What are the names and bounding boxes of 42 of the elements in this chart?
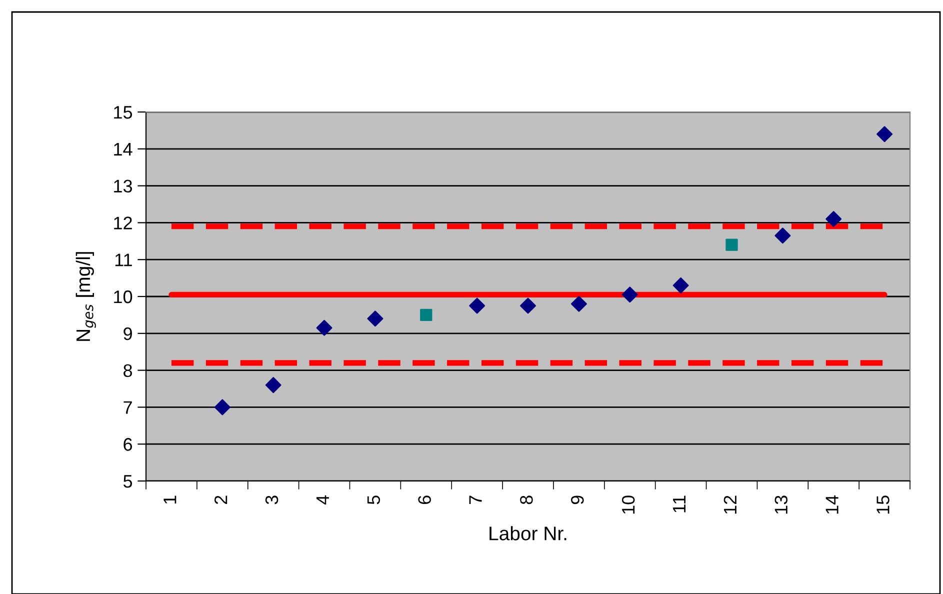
- x-tick-label: 15: [876, 496, 890, 514]
- y-tick-label: 7: [124, 401, 132, 414]
- x-tick-label: 11: [673, 496, 686, 512]
- point: [726, 238, 738, 251]
- y-tick-label: 6: [124, 438, 132, 451]
- point: [520, 298, 536, 314]
- point: [672, 277, 689, 294]
- y-tick-label: 9: [124, 327, 132, 340]
- point: [214, 399, 230, 416]
- point: [876, 126, 893, 142]
- point: [826, 211, 842, 227]
- x-tick-label: 6: [418, 496, 431, 504]
- x-tick-label: 13: [774, 496, 788, 514]
- point: [265, 377, 282, 394]
- x-tick-label: 10: [622, 496, 635, 514]
- y-tick-label: 8: [124, 364, 132, 378]
- x-tick-label: 2: [214, 496, 228, 504]
- point: [622, 286, 638, 303]
- point: [420, 308, 432, 322]
- point: [570, 296, 587, 312]
- y-tick-label: 5: [123, 475, 132, 488]
- x-tick-label: 5: [367, 496, 380, 504]
- y-tick-label: 15: [114, 106, 132, 119]
- x-tick-label: 1: [164, 496, 176, 504]
- point: [469, 298, 486, 314]
- x-tick-label: 8: [520, 496, 533, 504]
- y-tick-label: 11: [115, 254, 132, 266]
- y-tick-label: 12: [114, 216, 132, 230]
- x-tick-label: 4: [316, 495, 329, 505]
- x-tick-label: 9: [570, 496, 584, 504]
- point: [367, 310, 384, 327]
- x-tick-label: 14: [826, 495, 838, 514]
- point: [774, 228, 791, 244]
- x-axis-title: Labor Nr.: [490, 526, 566, 540]
- y-tick-label: 14: [114, 143, 132, 156]
- point: [316, 320, 332, 336]
- y-tick-label: 13: [114, 180, 132, 193]
- y-axis-title: N$_{ges}$ [mg/l]: [76, 252, 96, 341]
- x-tick-label: 3: [265, 496, 278, 504]
- x-tick-label: 12: [724, 496, 736, 514]
- x-tick-label: 7: [469, 496, 482, 504]
- y-tick-label: 10: [114, 290, 132, 304]
